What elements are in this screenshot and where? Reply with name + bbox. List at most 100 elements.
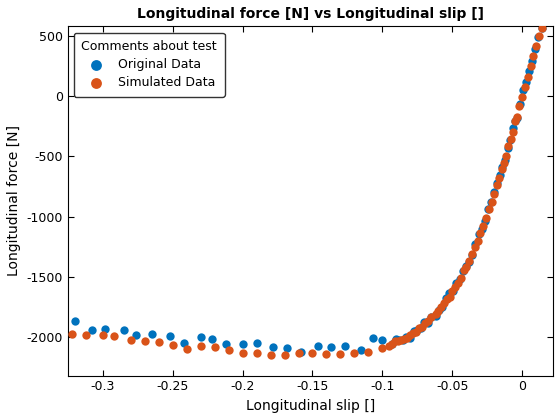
Simulated Data	[535, 33, 544, 39]
Original Data	[395, 337, 404, 344]
Simulated Data	[473, 237, 482, 244]
Original Data	[423, 320, 432, 326]
Original Data	[441, 295, 450, 302]
Original Data	[487, 199, 496, 205]
Original Data	[455, 276, 464, 282]
Original Data	[427, 313, 436, 320]
Simulated Data	[524, 74, 533, 80]
Original Data	[451, 280, 460, 287]
Original Data	[468, 252, 477, 258]
Original Data	[420, 319, 429, 326]
Simulated Data	[500, 160, 508, 166]
Legend: Original Data, Simulated Data: Original Data, Simulated Data	[74, 32, 225, 97]
Simulated Data	[504, 143, 513, 150]
Simulated Data	[543, 6, 552, 13]
Simulated Data	[490, 191, 499, 197]
Simulated Data	[518, 93, 527, 100]
Simulated Data	[512, 114, 521, 121]
Original Data	[368, 334, 377, 341]
Original Data	[435, 307, 444, 313]
Original Data	[534, 34, 543, 41]
Original Data	[238, 341, 247, 348]
Original Data	[416, 325, 425, 331]
Original Data	[503, 144, 512, 151]
Original Data	[378, 336, 387, 343]
Original Data	[252, 340, 261, 347]
Original Data	[471, 241, 480, 248]
Original Data	[388, 340, 396, 347]
Original Data	[165, 333, 174, 340]
Simulated Data	[538, 24, 547, 31]
Original Data	[70, 318, 79, 325]
Simulated Data	[529, 52, 538, 59]
Simulated Data	[266, 352, 275, 358]
Original Data	[480, 218, 489, 225]
Simulated Data	[403, 334, 412, 341]
Original Data	[515, 101, 524, 108]
Simulated Data	[465, 258, 474, 265]
Simulated Data	[98, 331, 107, 338]
Original Data	[119, 327, 128, 333]
Original Data	[221, 341, 230, 347]
Original Data	[508, 125, 517, 132]
Simulated Data	[394, 337, 403, 344]
Simulated Data	[424, 318, 433, 324]
Original Data	[498, 163, 507, 170]
Original Data	[493, 180, 502, 186]
Simulated Data	[470, 244, 479, 251]
Original Data	[398, 337, 407, 344]
Simulated Data	[280, 352, 289, 359]
Original Data	[528, 58, 536, 64]
Original Data	[477, 225, 486, 232]
Original Data	[445, 289, 454, 296]
Original Data	[340, 343, 349, 349]
Simulated Data	[385, 342, 394, 349]
Simulated Data	[451, 284, 460, 290]
Simulated Data	[406, 331, 415, 338]
Original Data	[525, 68, 534, 75]
Original Data	[521, 79, 530, 85]
Original Data	[506, 136, 515, 143]
Original Data	[391, 336, 400, 342]
Simulated Data	[252, 350, 261, 357]
Simulated Data	[540, 13, 549, 20]
Simulated Data	[421, 319, 430, 326]
Simulated Data	[479, 222, 488, 229]
Title: Longitudinal force [N] vs Longitudinal slip []: Longitudinal force [N] vs Longitudinal s…	[137, 7, 484, 21]
Simulated Data	[67, 331, 76, 338]
Simulated Data	[437, 304, 446, 310]
Original Data	[512, 115, 521, 122]
Original Data	[495, 172, 504, 178]
Simulated Data	[397, 337, 406, 344]
Original Data	[465, 258, 474, 265]
Original Data	[511, 118, 520, 125]
Simulated Data	[126, 337, 135, 344]
Original Data	[474, 231, 483, 237]
Simulated Data	[350, 349, 359, 356]
Simulated Data	[409, 329, 418, 336]
Simulated Data	[431, 311, 440, 318]
Simulated Data	[476, 229, 485, 236]
Simulated Data	[388, 341, 397, 347]
Original Data	[409, 327, 418, 334]
Simulated Data	[497, 166, 506, 173]
Simulated Data	[294, 350, 303, 357]
Simulated Data	[456, 275, 465, 281]
Simulated Data	[448, 288, 457, 295]
Simulated Data	[378, 345, 387, 352]
Simulated Data	[440, 299, 449, 306]
Simulated Data	[442, 296, 451, 303]
Simulated Data	[506, 136, 515, 143]
Original Data	[540, 10, 549, 17]
Simulated Data	[308, 349, 317, 356]
Simulated Data	[415, 325, 424, 332]
Simulated Data	[484, 206, 493, 213]
Simulated Data	[412, 329, 421, 336]
Original Data	[101, 326, 110, 333]
Simulated Data	[336, 351, 345, 357]
Simulated Data	[468, 250, 477, 257]
Original Data	[297, 349, 306, 355]
Original Data	[462, 263, 471, 270]
Simulated Data	[140, 338, 149, 344]
Original Data	[490, 189, 499, 196]
